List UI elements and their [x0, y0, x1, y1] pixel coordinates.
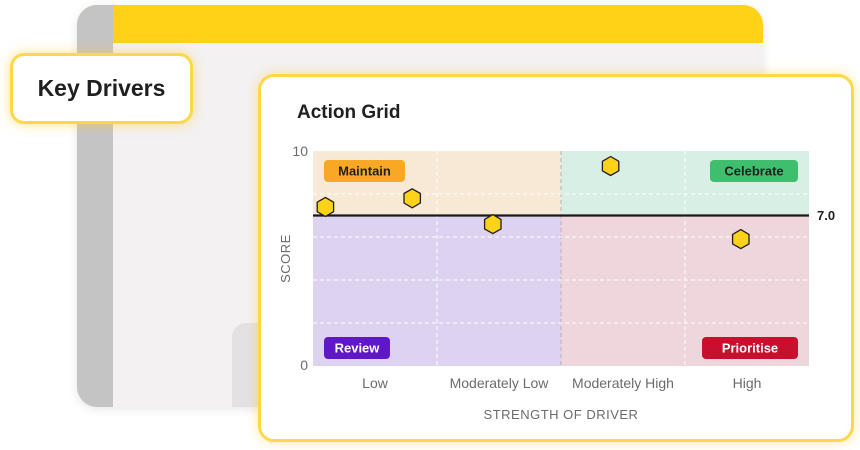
maintain-label: Maintain [338, 164, 391, 179]
y-tick-label: 10 [292, 143, 308, 159]
key-drivers-label: Key Drivers [37, 75, 166, 101]
prioritise-badge [702, 337, 798, 359]
key-drivers-badge: Key Drivers [10, 53, 193, 124]
x-axis-title: STRENGTH OF DRIVER [484, 407, 639, 422]
data-point [601, 155, 620, 177]
data-point [403, 188, 422, 209]
prioritise-label: Prioritise [722, 341, 778, 356]
background-app-header [77, 5, 763, 43]
quadrant-labels: Maintain Celebrate Review Prioritise [324, 160, 798, 359]
card-title: Action Grid [297, 102, 401, 123]
x-tick-label: Low [362, 375, 389, 391]
celebrate-badge [710, 160, 798, 182]
review-label: Review [335, 341, 381, 356]
x-tick-label: Moderately High [572, 375, 674, 391]
data-point [731, 228, 750, 250]
x-tick-label: High [733, 375, 762, 391]
data-point [316, 196, 335, 218]
reference-line-label: 7.0 [817, 208, 835, 223]
celebrate-label: Celebrate [724, 164, 783, 179]
review-badge [324, 337, 390, 359]
axis-labels: Low Moderately Low Moderately High High 0 10 S… [278, 143, 761, 422]
data-points [316, 155, 750, 250]
y-tick-label: 0 [300, 357, 308, 373]
x-tick-label: Moderately Low [450, 375, 550, 391]
y-axis-title: SCORE [278, 234, 293, 283]
reference-line-group: 7.0 [313, 208, 835, 223]
data-point [483, 213, 502, 235]
grid-lines [313, 151, 809, 366]
maintain-badge [324, 160, 405, 182]
